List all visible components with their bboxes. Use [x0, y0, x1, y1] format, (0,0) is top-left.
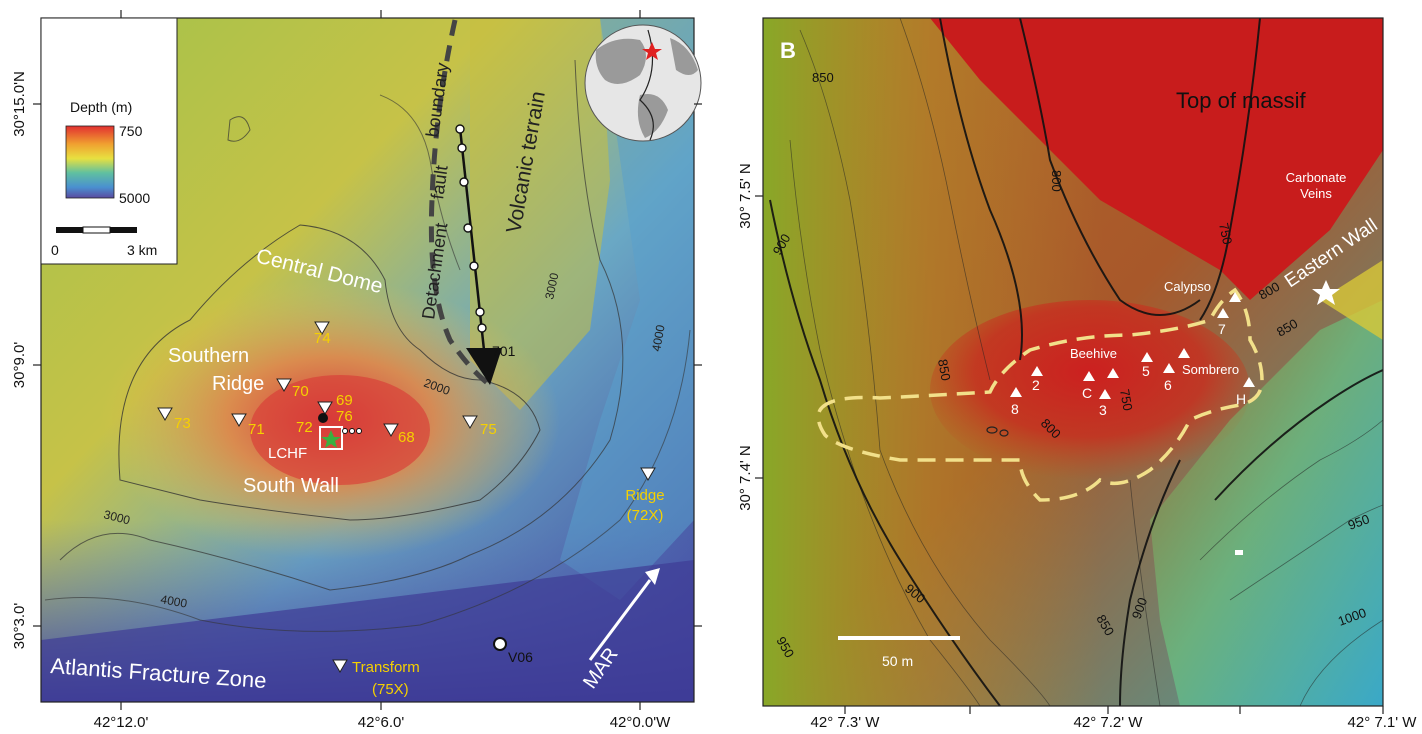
vent-markers [1010, 292, 1255, 399]
vent-2-label: 2 [1032, 377, 1040, 393]
vent-6-label: 6 [1164, 377, 1172, 393]
lon-label: 42°6.0' [358, 714, 405, 731]
station-68-label: 68 [398, 429, 415, 446]
ridge-label: Ridge [212, 373, 264, 395]
contour-label: 4000 [649, 323, 667, 352]
ridge-station-label: Ridge [625, 487, 664, 504]
lon-label-b: 42° 7.1' W [1348, 714, 1418, 731]
carbonate-label: Carbonate [1286, 170, 1347, 185]
lat-label-b: 30° 7.5' N [737, 163, 754, 229]
panel-b-label: B [780, 38, 796, 63]
ridge-station-sub: (72X) [627, 507, 664, 524]
vent-3-label: 3 [1099, 402, 1107, 418]
lat-label: 30°15.0'N [11, 71, 28, 137]
south-wall-label: South Wall [243, 475, 339, 497]
legend-title: Depth (m) [70, 99, 132, 115]
contour-label: 4000 [159, 592, 188, 610]
contour-label: 750 [1216, 222, 1235, 246]
station-69-label: 69 [336, 392, 353, 409]
lon-label: 42°12.0' [94, 714, 149, 731]
contour-label: 850 [812, 70, 834, 85]
contour-label: 900 [1129, 596, 1151, 622]
contour-label: 850 [935, 358, 954, 382]
station-75-label: 75 [480, 421, 497, 438]
panel-a-map [41, 18, 694, 702]
vent-c-label: C [1082, 385, 1092, 401]
station-74-label: 74 [314, 330, 331, 347]
southern-label: Southern [168, 345, 249, 367]
lon-label: 42°0.0'W [610, 714, 671, 731]
vent-8-label: 8 [1011, 401, 1019, 417]
v06-label: V06 [508, 649, 533, 665]
transform-station-sub: (75X) [372, 681, 409, 698]
station-72-label: 72 [296, 419, 313, 436]
fault-label: fault [427, 164, 452, 200]
lat-label: 30°3.0' [11, 603, 28, 650]
sombrero-label: Sombrero [1182, 362, 1239, 377]
vent-h-label: H [1236, 391, 1246, 407]
legend-min: 5000 [119, 190, 150, 206]
lon-label-b: 42° 7.3' W [811, 714, 881, 731]
calypso-label: Calypso [1164, 279, 1211, 294]
vent-5-label: 5 [1142, 363, 1150, 379]
panel-b-map [763, 18, 1383, 706]
top-of-massif-label: Top of massif [1176, 88, 1306, 113]
contour-label: 750 [1117, 388, 1136, 412]
scalebar-b-label: 50 m [882, 653, 913, 669]
station-76-label: 76 [336, 408, 353, 425]
lat-label-b: 30° 7.4' N [737, 445, 754, 511]
lon-label-b: 42° 7.2' W [1074, 714, 1144, 731]
depth-legend: Depth (m) 750 5000 0 3 km [40, 17, 178, 265]
vent-7-label: 7 [1218, 321, 1226, 337]
track-stations [455, 124, 487, 333]
station-70-label: 70 [292, 383, 309, 400]
station-71-label: 71 [248, 421, 265, 438]
veins-label: Veins [1300, 186, 1332, 201]
globe-inset [584, 24, 702, 142]
transform-station-label: Transform [352, 659, 420, 676]
contour-label: 800 [1049, 170, 1064, 192]
beehive-label: Beehive [1070, 346, 1117, 361]
lchf-label: LCHF [268, 445, 307, 462]
station-markers [157, 321, 656, 673]
contour-label: 950 [1346, 511, 1372, 533]
scalebar-end: 3 km [127, 242, 157, 258]
lat-label: 30°9.0' [11, 342, 28, 389]
scalebar-start: 0 [51, 242, 59, 258]
contour-label: 3000 [542, 271, 561, 300]
station-701-label: 701 [492, 343, 516, 359]
legend-max: 750 [119, 123, 143, 139]
contour-label: 3000 [102, 507, 132, 527]
station-73-label: 73 [174, 415, 191, 432]
